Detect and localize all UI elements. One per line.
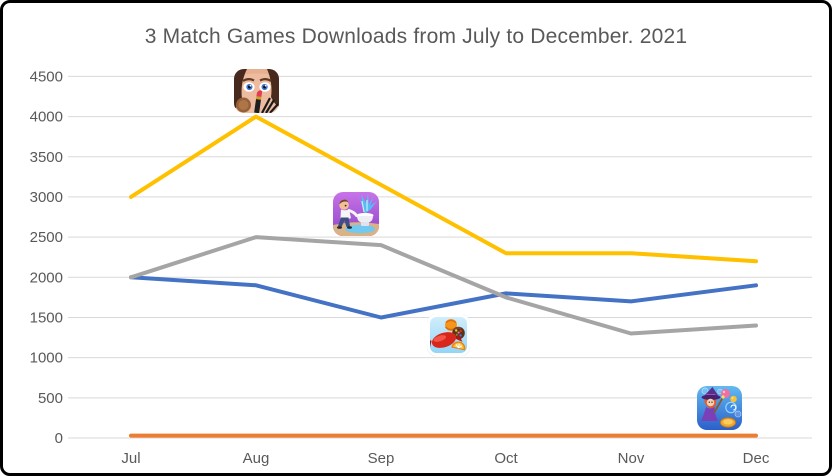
y-tick-label: 500 bbox=[38, 390, 63, 407]
series-blue-line bbox=[129, 275, 758, 320]
y-tick-label: 2500 bbox=[30, 229, 63, 246]
y-tick-label: 3500 bbox=[30, 149, 63, 166]
plumber-toilet-game-icon bbox=[333, 192, 379, 236]
x-tick-label: Sep bbox=[368, 450, 395, 467]
chart-title: 3 Match Games Downloads from July to Dec… bbox=[144, 25, 688, 48]
x-tick-label: Jul bbox=[121, 450, 140, 467]
makeup-game-icon bbox=[234, 69, 279, 113]
series-gray-line bbox=[129, 235, 758, 336]
y-tick-label: 0 bbox=[55, 430, 63, 447]
bubble-witch-icon bbox=[697, 386, 742, 430]
y-tick-label: 4000 bbox=[30, 109, 63, 126]
x-tick-label: Nov bbox=[618, 450, 645, 467]
x-tick-label: Aug bbox=[243, 450, 270, 467]
line-chart: 0 500 1000 1500 2000 2500 3000 3500 4000 4500 Jul A… bbox=[30, 68, 812, 467]
x-tick-label: Oct bbox=[494, 450, 518, 467]
series-gold-line bbox=[129, 114, 758, 264]
candy-crush-icon bbox=[427, 314, 470, 356]
y-tick-label: 1000 bbox=[30, 350, 63, 367]
y-tick-label: 2000 bbox=[30, 269, 63, 286]
x-tick-label: Dec bbox=[743, 450, 770, 467]
y-tick-label: 4500 bbox=[30, 68, 63, 85]
y-tick-label: 1500 bbox=[30, 309, 63, 326]
y-tick-label: 3000 bbox=[30, 189, 63, 206]
